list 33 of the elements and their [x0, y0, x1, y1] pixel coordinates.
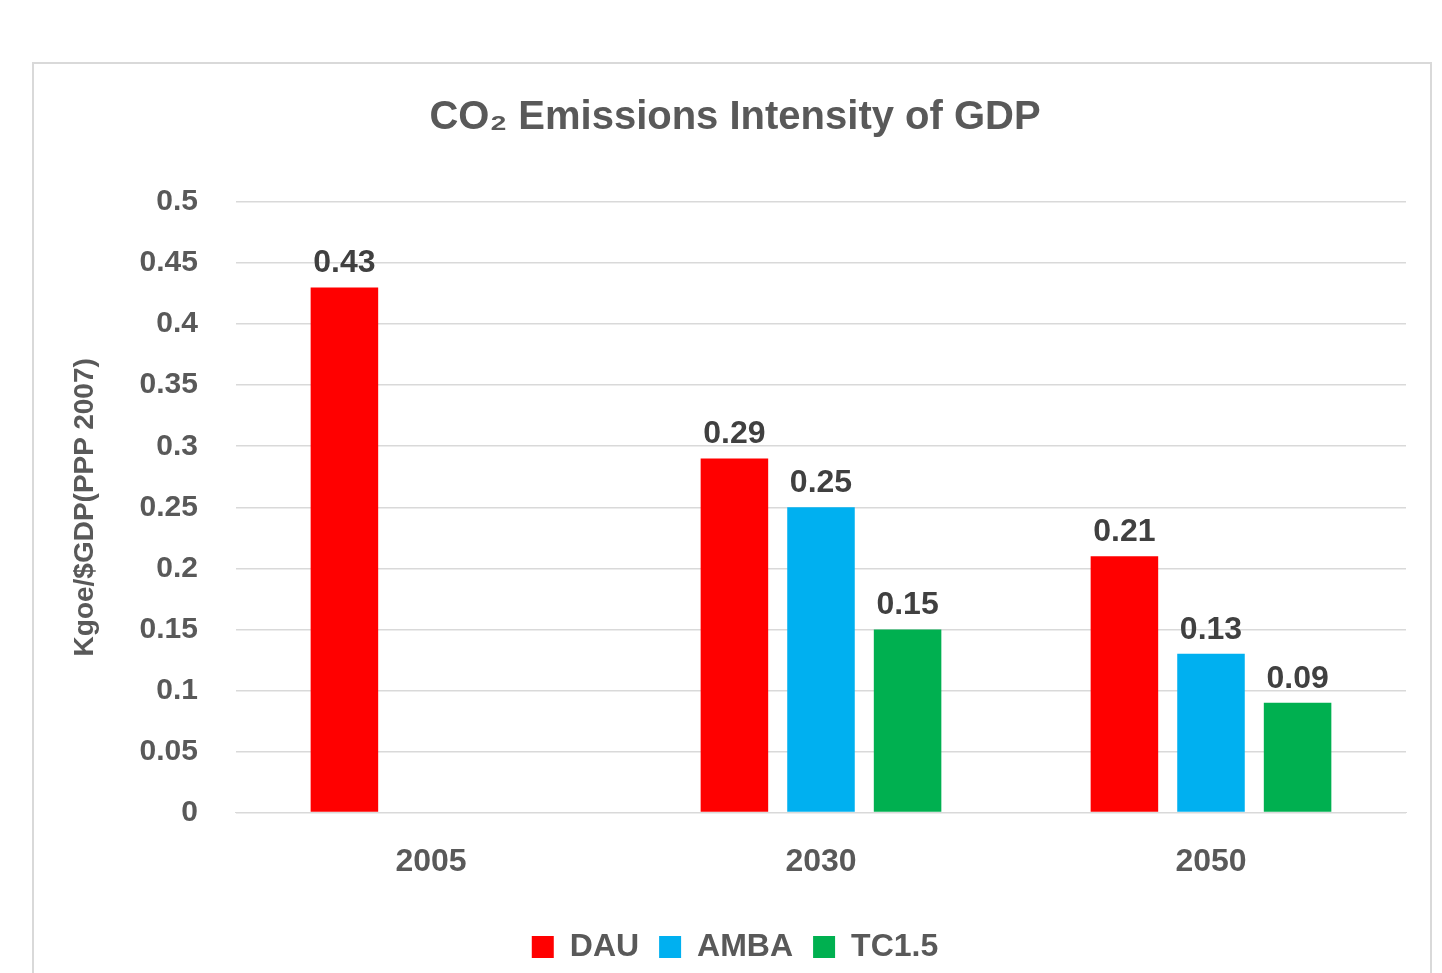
y-tick-label: 0.45: [139, 244, 198, 278]
x-tick-label: 2005: [395, 841, 467, 878]
y-tick-label: 0.1: [156, 671, 198, 705]
data-label: 0.29: [703, 414, 766, 451]
bar: [1263, 702, 1332, 812]
y-tick-label: 0.05: [139, 732, 198, 766]
chart-title: CO₂ Emissions Intensity of GDP: [429, 93, 1041, 138]
data-label: 0.21: [1093, 511, 1156, 548]
y-tick-label: 0: [181, 793, 198, 827]
bar: [310, 287, 379, 812]
y-tick-label: 0.25: [139, 488, 198, 522]
y-tick-label: 0.15: [139, 610, 198, 644]
data-label: 0.15: [876, 585, 939, 622]
y-axis-title: Kgoe/$GDP(PPP 2007): [67, 358, 99, 657]
bar: [873, 629, 942, 812]
bar: [1177, 653, 1245, 812]
bar: [1090, 556, 1159, 812]
x-tick-label: 2030: [785, 841, 857, 878]
y-tick-label: 0.35: [139, 366, 198, 400]
y-tick-label: 0.2: [156, 549, 198, 583]
legend-label: TC1.5: [851, 926, 939, 963]
data-label: 0.25: [789, 463, 853, 500]
bar: [787, 507, 855, 812]
legend-label: AMBA: [697, 926, 794, 963]
y-tick-label: 0.3: [156, 427, 198, 461]
legend-label: DAU: [569, 926, 640, 963]
y-tick-label: 0.4: [156, 305, 199, 339]
data-label: 0.13: [1179, 609, 1243, 646]
y-tick-label: 0.5: [156, 183, 198, 217]
data-label: 0.09: [1266, 658, 1329, 695]
data-label: 0.43: [313, 243, 376, 280]
x-tick-label: 2050: [1175, 841, 1247, 878]
bar: [700, 458, 769, 812]
